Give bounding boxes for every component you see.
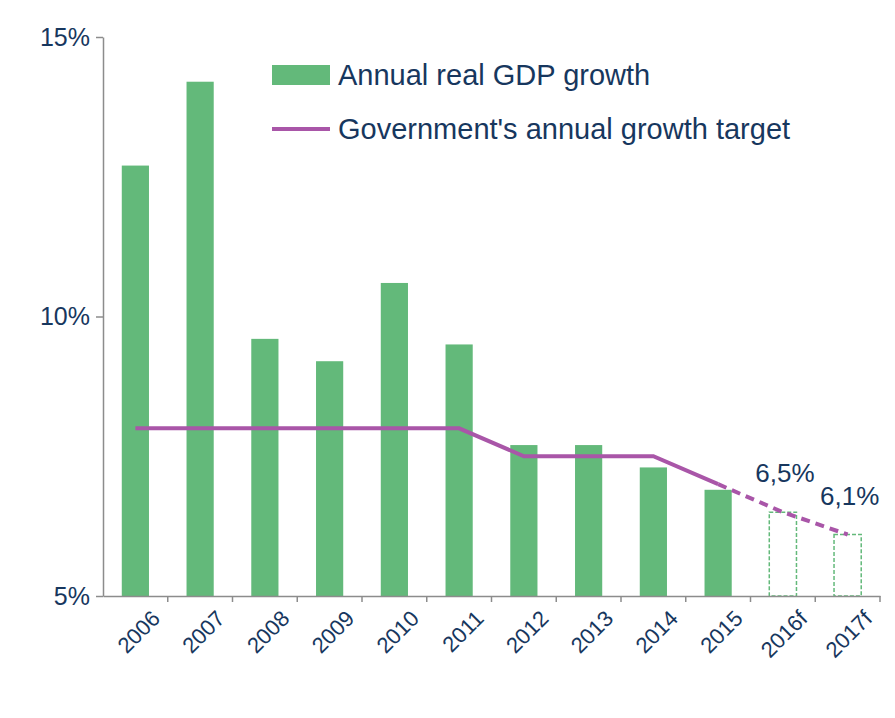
x-tick-mark <box>620 596 622 602</box>
legend-label: Annual real GDP growth <box>338 59 650 91</box>
bar <box>834 535 861 596</box>
bar <box>446 344 473 596</box>
plot-area <box>122 82 861 596</box>
x-tick: 2015 <box>695 596 750 658</box>
x-tick: 2006 <box>113 596 168 658</box>
x-tick-label: 2015 <box>695 606 747 658</box>
chart: 5% 10% 15% 20062007200820092010 2011 20122013… <box>0 0 895 718</box>
x-tick-mark <box>361 596 363 602</box>
y-tick-mark <box>96 316 103 318</box>
x-tick-mark <box>815 596 817 602</box>
x-tick: 2016f <box>756 596 815 662</box>
data-label: 6,5% <box>755 458 814 488</box>
x-tick-label: 2011 <box>437 606 488 657</box>
x-tick-mark <box>297 596 299 602</box>
y-tick-mark <box>96 596 103 598</box>
x-tick-mark <box>491 596 493 602</box>
x-tick-label: 2014 <box>631 606 683 658</box>
legend-swatch <box>272 65 330 85</box>
x-tick-label: 2010 <box>372 606 424 658</box>
x-tick-mark <box>167 596 169 602</box>
bar <box>705 490 732 596</box>
bar <box>122 166 149 596</box>
x-tick: 2014 <box>631 596 686 658</box>
x-tick: 2007 <box>177 596 232 658</box>
bar <box>251 339 278 596</box>
y-axis: 5% 10% 15% <box>40 23 104 610</box>
bar <box>187 82 214 596</box>
y-tick: 10% <box>40 302 103 330</box>
x-tick: 2011 <box>437 596 491 657</box>
bar <box>510 445 537 596</box>
bar <box>575 445 602 596</box>
line <box>135 428 718 484</box>
y-tick-label: 5% <box>54 582 90 610</box>
x-tick-label: 2017f <box>821 605 878 662</box>
x-tick-label: 2008 <box>242 606 294 658</box>
x-tick-mark <box>879 596 881 602</box>
x-tick-mark <box>685 596 687 602</box>
x-tick-label: 2006 <box>113 606 165 658</box>
x-tick-label: 2007 <box>177 606 229 658</box>
x-tick-mark <box>232 596 234 602</box>
y-tick: 5% <box>54 582 103 610</box>
y-tick-label: 10% <box>40 302 90 330</box>
legend-item: Government's annual growth target <box>272 113 790 145</box>
x-tick-label: 2016f <box>756 605 813 662</box>
bar <box>381 283 408 596</box>
x-tick: 2010 <box>372 596 427 658</box>
x-tick-mark <box>556 596 558 602</box>
bar <box>640 467 667 596</box>
x-axis: 20062007200820092010 2011 2012201320142015… <box>104 596 881 662</box>
x-tick-label: 2012 <box>501 606 553 658</box>
y-tick: 15% <box>40 23 103 51</box>
y-tick-label: 15% <box>40 23 90 51</box>
x-tick-label: 2013 <box>566 606 618 658</box>
x-tick-mark <box>426 596 428 602</box>
legend-label: Government's annual growth target <box>338 113 790 145</box>
data-label: 6,1% <box>820 481 879 511</box>
bar <box>769 512 796 596</box>
legend-swatch <box>272 127 330 131</box>
x-tick: 2017f <box>821 596 880 662</box>
x-tick: 2008 <box>242 596 297 658</box>
x-tick-label: 2009 <box>307 606 359 658</box>
legend: Annual real GDP growth Government's annua… <box>272 59 790 145</box>
y-tick-mark <box>96 37 103 39</box>
x-tick: 2013 <box>566 596 621 658</box>
x-tick-mark <box>750 596 752 602</box>
legend-item: Annual real GDP growth <box>272 59 650 91</box>
bar <box>316 361 343 596</box>
x-tick: 2012 <box>501 596 556 658</box>
x-tick: 2009 <box>307 596 362 658</box>
